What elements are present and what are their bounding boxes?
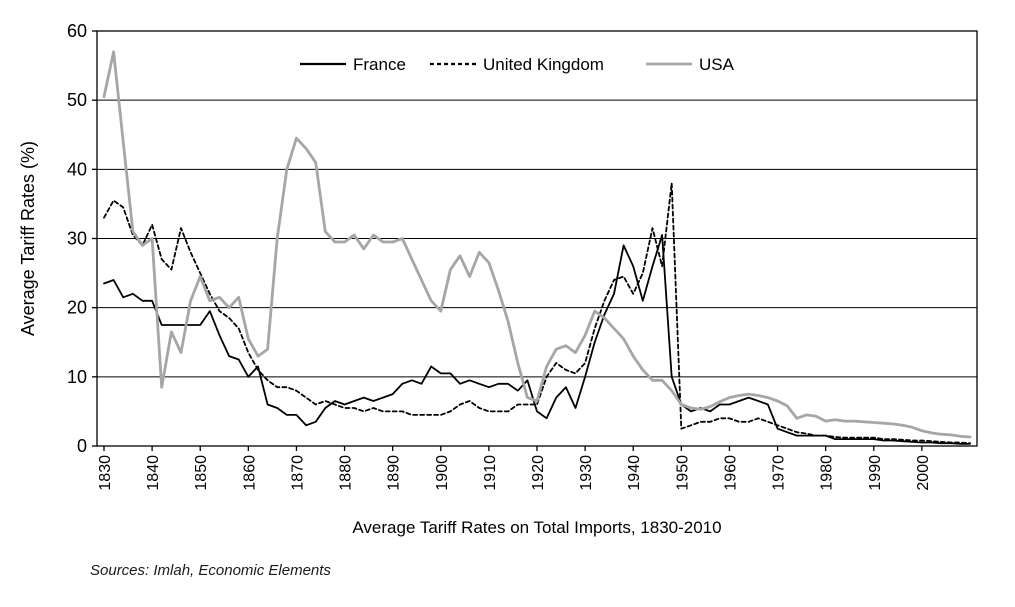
legend-label-united-kingdom: United Kingdom <box>483 55 604 74</box>
y-tick-label: 40 <box>67 159 87 179</box>
x-tick-label: 1830 <box>97 455 114 491</box>
x-tick-label: 1860 <box>241 455 258 491</box>
x-tick-label: 1960 <box>722 455 739 491</box>
source-note: Sources: Imlah, Economic Elements <box>90 562 331 579</box>
x-tick-label: 1950 <box>674 455 691 491</box>
x-tick-label: 1970 <box>771 455 788 491</box>
y-tick-label: 10 <box>67 367 87 387</box>
series-line-united-kingdom <box>103 182 971 445</box>
legend-label-france: France <box>353 55 406 74</box>
x-tick-label: 1850 <box>193 455 210 491</box>
y-tick-label: 60 <box>67 21 87 41</box>
y-tick-label: 50 <box>67 90 87 110</box>
x-tick-label: 1870 <box>289 455 306 491</box>
x-tick-label: 1900 <box>434 455 451 491</box>
x-tick-label: 1910 <box>482 455 499 491</box>
x-tick-label: 1940 <box>626 455 643 491</box>
y-tick-label: 30 <box>67 229 87 249</box>
x-tick-label: 1930 <box>578 455 595 491</box>
series-line-usa <box>102 50 972 439</box>
y-axis-title: Average Tariff Rates (%) <box>18 141 38 336</box>
chart-title: Average Tariff Rates on Total Imports, 1… <box>352 518 722 537</box>
x-tick-label: 2000 <box>915 455 932 491</box>
x-tick-label: 1920 <box>530 455 547 491</box>
x-tick-label: 1880 <box>338 455 355 491</box>
x-tick-label: 1890 <box>386 455 403 491</box>
y-tick-label: 0 <box>77 436 87 456</box>
y-tick-label: 20 <box>67 298 87 318</box>
legend-label-usa: USA <box>699 55 735 74</box>
x-tick-label: 1840 <box>145 455 162 491</box>
tariff-line-chart: 0 10 20 30 40 50 60 1830 1840 1850 1860 1870 1880 189… <box>18 21 978 491</box>
x-tick-label: 1980 <box>819 455 836 491</box>
legend-item-france: France <box>300 55 406 74</box>
x-tick-label: 1990 <box>867 455 884 491</box>
legend-item-usa: USA <box>646 55 735 74</box>
legend-item-united-kingdom: United Kingdom <box>430 55 604 74</box>
series-line-france <box>103 234 971 445</box>
